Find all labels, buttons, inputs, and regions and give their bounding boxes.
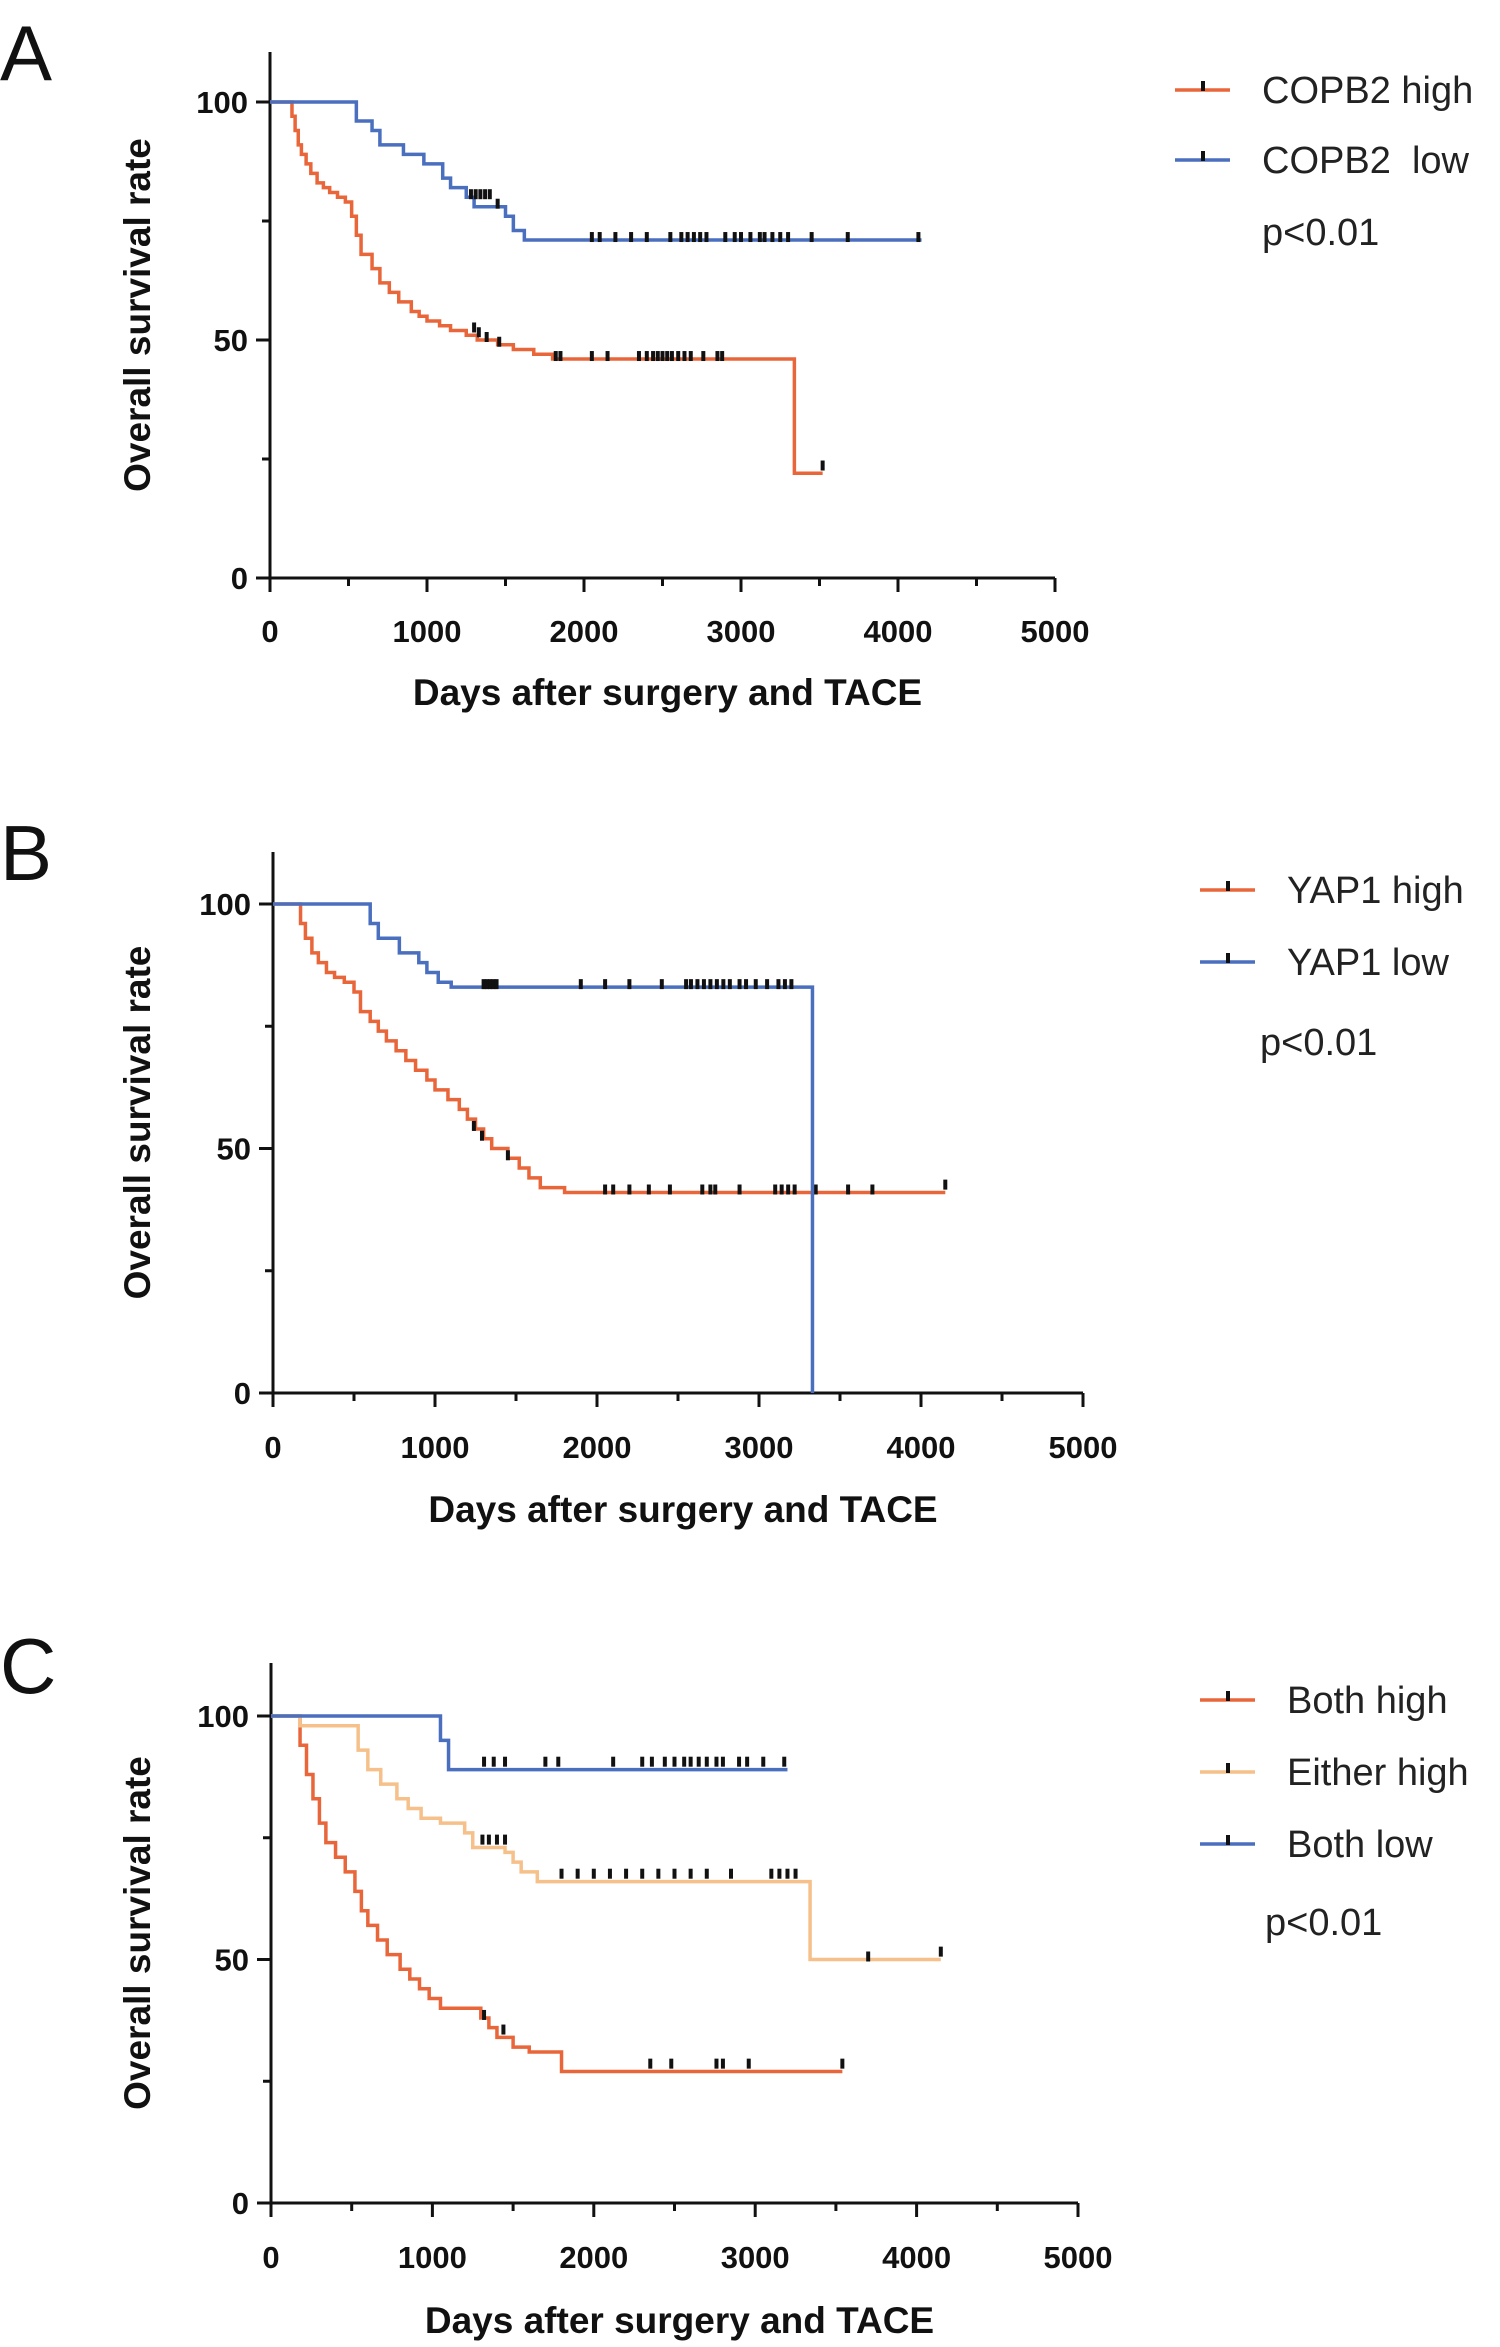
x-tick-label: 2000	[563, 1430, 632, 1465]
x-tick-label: 3000	[707, 614, 776, 649]
survival-curve	[271, 1714, 788, 1772]
x-tick-label: 5000	[1049, 1430, 1118, 1465]
x-tick-label: 5000	[1044, 2240, 1113, 2275]
legend-label: Both low	[1287, 1824, 1433, 1866]
series-1	[270, 100, 825, 476]
x-axis-title: Days after surgery and TACE	[413, 672, 922, 713]
series-1	[273, 902, 948, 1195]
x-tick-label: 0	[261, 614, 278, 649]
y-tick-label: 50	[214, 323, 248, 358]
y-tick-label: 100	[197, 1699, 249, 1734]
panel-letter: B	[0, 809, 52, 897]
survival-curve	[271, 1714, 843, 2074]
x-tick-label: 2000	[550, 614, 619, 649]
y-tick-label: 50	[217, 1132, 251, 1167]
x-tick-label: 4000	[887, 1430, 956, 1465]
y-axis-title: Overall survival rate	[117, 138, 158, 492]
x-tick-label: 4000	[864, 614, 933, 649]
panel-c: C 0 1000 2000 3000 4000 5000 0 50 100 Days after s…	[0, 1622, 1469, 2341]
panel-a: A 0 1000 2000 3000 4000 5000 0 50 100 Days after s…	[0, 9, 1473, 713]
y-tick-label: 0	[234, 1376, 251, 1411]
x-tick-label: 0	[262, 2240, 279, 2275]
survival-curve	[273, 902, 815, 1393]
panel-letter: A	[0, 9, 52, 97]
x-axis-title: Days after surgery and TACE	[428, 1489, 937, 1530]
y-tick-label: 100	[196, 85, 248, 120]
legend-label: YAP1 low	[1287, 942, 1449, 984]
p-value-annotation: p<0.01	[1260, 1022, 1377, 1064]
y-axis-title: Overall survival rate	[117, 946, 158, 1300]
series-2	[271, 1714, 943, 1962]
y-tick-label: 0	[232, 2186, 249, 2221]
x-tick-label: 3000	[721, 2240, 790, 2275]
legend-label: COPB2 low	[1262, 140, 1470, 182]
y-axis-title: Overall survival rate	[117, 1756, 158, 2110]
x-tick-label: 0	[264, 1430, 281, 1465]
x-tick-label: 2000	[559, 2240, 628, 2275]
series-2	[270, 100, 922, 243]
survival-curve	[273, 902, 946, 1195]
series-3	[271, 1714, 788, 1772]
panel-b: B 0 1000 2000 3000 4000 5000 0 50 100 Days after s…	[0, 809, 1464, 1530]
y-tick-label: 0	[231, 561, 248, 596]
x-tick-label: 1000	[393, 614, 462, 649]
legend-label: Both high	[1287, 1680, 1448, 1722]
legend-label: Either high	[1287, 1752, 1469, 1794]
y-tick-label: 50	[215, 1943, 249, 1978]
panel-letter: C	[0, 1622, 56, 1710]
x-tick-label: 4000	[882, 2240, 951, 2275]
survival-curve	[270, 100, 922, 242]
x-axis-title: Days after surgery and TACE	[425, 2300, 934, 2341]
series-2	[273, 902, 815, 1393]
survival-curve	[271, 1714, 941, 1962]
legend-label: COPB2 high	[1262, 70, 1473, 112]
y-tick-label: 100	[199, 887, 251, 922]
p-value-annotation: p<0.01	[1265, 1902, 1382, 1944]
x-tick-label: 5000	[1021, 614, 1090, 649]
survival-curve	[270, 100, 823, 476]
x-tick-label: 3000	[725, 1430, 794, 1465]
p-value-annotation: p<0.01	[1262, 212, 1379, 254]
series-1	[271, 1714, 845, 2074]
legend-label: YAP1 high	[1287, 870, 1464, 912]
x-tick-label: 1000	[398, 2240, 467, 2275]
x-tick-label: 1000	[401, 1430, 470, 1465]
